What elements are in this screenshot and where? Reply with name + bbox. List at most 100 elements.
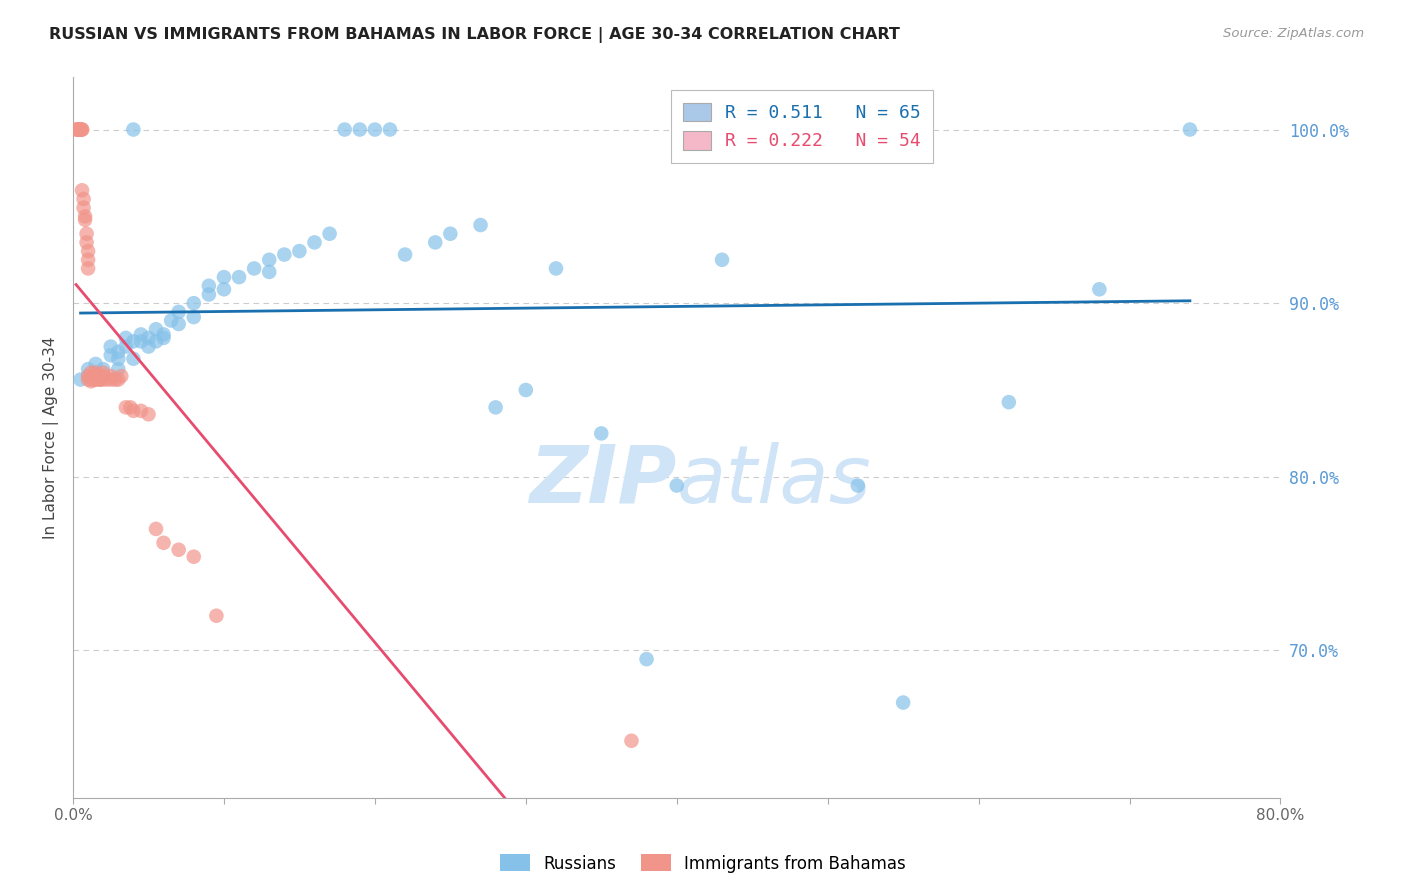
Point	[167, 305, 190, 319]
Text: ZIP: ZIP	[530, 442, 676, 520]
Point	[91, 366, 114, 380]
Point	[84, 373, 107, 387]
Point	[183, 296, 205, 310]
Legend: Russians, Immigrants from Bahamas: Russians, Immigrants from Bahamas	[494, 847, 912, 880]
Point	[846, 478, 869, 492]
Point	[620, 733, 643, 747]
Point	[228, 270, 250, 285]
Text: atlas: atlas	[676, 442, 872, 520]
Point	[80, 374, 103, 388]
Point	[122, 404, 145, 418]
Point	[91, 369, 114, 384]
Point	[91, 369, 114, 384]
Point	[378, 122, 401, 136]
Point	[138, 331, 160, 345]
Point	[145, 334, 167, 349]
Point	[67, 122, 90, 136]
Point	[425, 235, 447, 250]
Point	[77, 362, 100, 376]
Point	[84, 366, 107, 380]
Point	[145, 522, 167, 536]
Point	[66, 122, 89, 136]
Point	[273, 247, 295, 261]
Point	[84, 369, 107, 384]
Point	[470, 218, 492, 232]
Point	[257, 265, 280, 279]
Point	[114, 331, 136, 345]
Point	[138, 340, 160, 354]
Point	[183, 549, 205, 564]
Point	[104, 373, 127, 387]
Point	[114, 340, 136, 354]
Y-axis label: In Labor Force | Age 30-34: In Labor Force | Age 30-34	[44, 336, 59, 539]
Point	[91, 362, 114, 376]
Point	[817, 122, 839, 136]
Point	[997, 395, 1019, 409]
Point	[76, 227, 98, 241]
Point	[318, 227, 340, 241]
Point	[66, 122, 89, 136]
Point	[107, 373, 129, 387]
Point	[152, 327, 174, 342]
Point	[69, 122, 91, 136]
Point	[69, 122, 91, 136]
Point	[100, 348, 122, 362]
Point	[1178, 122, 1201, 136]
Point	[205, 608, 228, 623]
Point	[243, 261, 266, 276]
Point	[152, 331, 174, 345]
Point	[665, 478, 688, 492]
Point	[333, 122, 356, 136]
Point	[77, 369, 100, 384]
Point	[100, 373, 122, 387]
Point	[72, 201, 94, 215]
Point	[70, 122, 93, 136]
Point	[212, 270, 235, 285]
Point	[77, 261, 100, 276]
Point	[152, 536, 174, 550]
Point	[114, 401, 136, 415]
Point	[82, 373, 104, 387]
Point	[110, 369, 132, 384]
Point	[122, 122, 145, 136]
Point	[84, 366, 107, 380]
Point	[75, 210, 97, 224]
Point	[364, 122, 387, 136]
Point	[891, 696, 914, 710]
Point	[122, 334, 145, 349]
Point	[107, 362, 129, 376]
Point	[77, 244, 100, 258]
Text: RUSSIAN VS IMMIGRANTS FROM BAHAMAS IN LABOR FORCE | AGE 30-34 CORRELATION CHART: RUSSIAN VS IMMIGRANTS FROM BAHAMAS IN LA…	[49, 27, 900, 43]
Point	[100, 369, 122, 384]
Point	[349, 122, 371, 136]
Point	[120, 401, 142, 415]
Point	[1088, 282, 1111, 296]
Point	[89, 369, 111, 384]
Point	[76, 235, 98, 250]
Legend: R = 0.511   N = 65, R = 0.222   N = 54: R = 0.511 N = 65, R = 0.222 N = 54	[671, 90, 934, 163]
Point	[96, 373, 118, 387]
Point	[67, 122, 90, 136]
Point	[198, 278, 221, 293]
Point	[544, 261, 567, 276]
Point	[90, 373, 112, 387]
Point	[145, 322, 167, 336]
Point	[70, 122, 93, 136]
Point	[304, 235, 326, 250]
Point	[129, 327, 152, 342]
Point	[89, 373, 111, 387]
Point	[183, 310, 205, 324]
Point	[77, 252, 100, 267]
Point	[129, 404, 152, 418]
Point	[77, 373, 100, 387]
Point	[212, 282, 235, 296]
Point	[591, 426, 613, 441]
Point	[770, 122, 793, 136]
Point	[69, 373, 91, 387]
Point	[107, 351, 129, 366]
Point	[711, 252, 734, 267]
Point	[394, 247, 416, 261]
Point	[86, 369, 108, 384]
Point	[122, 351, 145, 366]
Point	[107, 344, 129, 359]
